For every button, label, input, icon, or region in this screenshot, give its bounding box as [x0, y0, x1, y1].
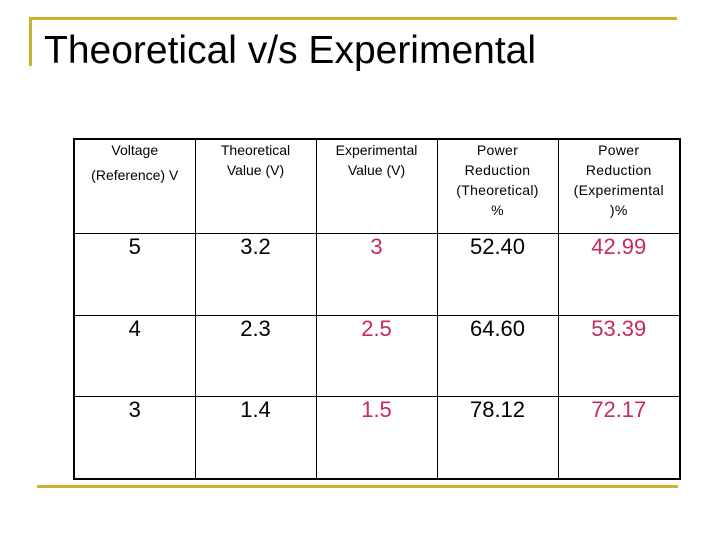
header-voltage-reference: Voltage (Reference) V: [73, 137, 196, 234]
cell-experimental-value: 1.5: [315, 396, 438, 481]
cell-power-reduction-experimental: 72.17: [557, 396, 681, 481]
cell-power-reduction-experimental: 42.99: [557, 232, 681, 316]
cell-theoretical-value: 1.4: [194, 396, 317, 481]
cell-power-reduction-theoretical: 52.40: [436, 232, 559, 316]
header-experimental-value: Experimental Value (V): [315, 137, 438, 234]
cell-experimental-value: 2.5: [315, 314, 438, 398]
cell-voltage: 3: [73, 396, 196, 481]
slide-title: Theoretical v/s Experimental: [44, 29, 537, 72]
table-header-row: Voltage (Reference) V Theoretical Value …: [73, 137, 681, 234]
header-power-reduction-theoretical: Power Reduction (Theoretical) %: [436, 137, 559, 234]
top-accent-rule: [31, 17, 677, 20]
cell-voltage: 4: [73, 314, 196, 398]
table-row: 3 1.4 1.5 78.12 72.17: [73, 396, 681, 481]
cell-power-reduction-theoretical: 64.60: [436, 314, 559, 398]
header-power-reduction-experimental: Power Reduction (Experimental )%: [557, 137, 681, 234]
left-accent-rule: [29, 17, 32, 66]
cell-power-reduction-experimental: 53.39: [557, 314, 681, 398]
table-row: 4 2.3 2.5 64.60 53.39: [73, 314, 681, 398]
cell-power-reduction-theoretical: 78.12: [436, 396, 559, 481]
cell-theoretical-value: 2.3: [194, 314, 317, 398]
comparison-table: Voltage (Reference) V Theoretical Value …: [73, 137, 681, 481]
cell-voltage: 5: [73, 232, 196, 316]
cell-theoretical-value: 3.2: [194, 232, 317, 316]
table-row: 5 3.2 3 52.40 42.99: [73, 232, 681, 316]
bottom-accent-rule: [37, 485, 678, 488]
cell-experimental-value: 3: [315, 232, 438, 316]
header-theoretical-value: Theoretical Value (V): [194, 137, 317, 234]
